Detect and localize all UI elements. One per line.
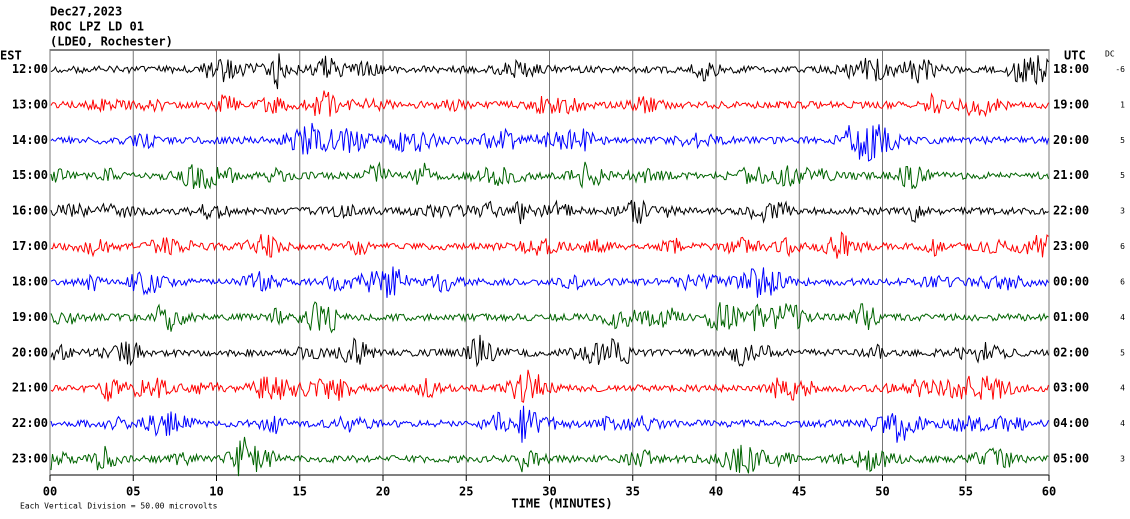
seismic-trace — [50, 301, 1049, 334]
x-tick-label: 50 — [875, 485, 889, 499]
x-tick-label: 30 — [542, 485, 556, 499]
utc-label: 00:00 — [1053, 274, 1089, 288]
utc-label: 04:00 — [1053, 416, 1089, 430]
seismic-trace — [50, 231, 1049, 259]
seismic-trace — [50, 334, 1049, 368]
seismic-trace — [50, 266, 1049, 298]
dc-value: 3 — [1120, 207, 1125, 216]
utc-label: 22:00 — [1053, 204, 1089, 218]
x-axis-label: TIME (MINUTES) — [511, 497, 612, 511]
utc-label: 02:00 — [1053, 345, 1089, 359]
x-tick-label: 10 — [209, 485, 223, 499]
footer: Each Vertical Division = 50.00 microvolt… — [20, 502, 218, 511]
est-label: 18:00 — [12, 274, 48, 288]
utc-label: 01:00 — [1053, 310, 1089, 324]
est-label: 22:00 — [12, 416, 48, 430]
dc-value: 4 — [1120, 419, 1125, 428]
dc-value: 3 — [1120, 455, 1125, 464]
utc-label: 19:00 — [1053, 97, 1089, 111]
x-tick-label: 45 — [792, 485, 806, 499]
utc-label: 21:00 — [1053, 168, 1089, 182]
x-tick-label: 15 — [293, 485, 307, 499]
seismic-trace — [50, 161, 1049, 190]
seismic-trace — [50, 436, 1049, 477]
left-zone: EST — [0, 49, 22, 63]
right-zone: UTC — [1064, 49, 1086, 63]
dc-label: DC — [1105, 50, 1115, 59]
x-tick-label: 55 — [959, 485, 973, 499]
x-tick-label: 05 — [126, 485, 140, 499]
est-label: 14:00 — [12, 133, 48, 147]
est-label: 13:00 — [12, 97, 48, 111]
seismic-trace — [50, 122, 1049, 162]
x-tick-label: 60 — [1042, 485, 1056, 499]
seismic-trace — [50, 90, 1049, 118]
x-tick-label: 40 — [709, 485, 723, 499]
est-label: 17:00 — [12, 239, 48, 253]
est-label: 15:00 — [12, 168, 48, 182]
seismic-trace — [50, 405, 1049, 443]
seismic-trace — [50, 199, 1049, 225]
est-label: 16:00 — [12, 204, 48, 218]
dc-value: 6 — [1120, 277, 1125, 286]
dc-value: 4 — [1120, 384, 1125, 393]
x-tick-label: 20 — [376, 485, 390, 499]
dc-value: 5 — [1120, 171, 1125, 180]
utc-label: 20:00 — [1053, 133, 1089, 147]
dc-value: 6 — [1120, 242, 1125, 251]
dc-value: 5 — [1120, 136, 1125, 145]
dc-value: 1 — [1120, 100, 1125, 109]
est-label: 20:00 — [12, 345, 48, 359]
est-label: 12:00 — [12, 62, 48, 76]
utc-label: 18:00 — [1053, 62, 1089, 76]
x-tick-label: 25 — [459, 485, 473, 499]
utc-label: 23:00 — [1053, 239, 1089, 253]
est-label: 19:00 — [12, 310, 48, 324]
seismic-trace — [50, 53, 1049, 90]
x-tick-label: 35 — [626, 485, 640, 499]
dc-value: 4 — [1120, 313, 1125, 322]
dc-value: -6 — [1115, 65, 1125, 74]
est-label: 21:00 — [12, 381, 48, 395]
est-label: 23:00 — [12, 452, 48, 466]
utc-label: 05:00 — [1053, 452, 1089, 466]
header-line: ROC LPZ LD 01 — [50, 20, 144, 34]
utc-label: 03:00 — [1053, 381, 1089, 395]
header-line: (LDEO, Rochester) — [50, 35, 173, 49]
x-tick-label: 00 — [43, 485, 57, 499]
dc-value: 5 — [1120, 348, 1125, 357]
header-line: Dec27,2023 — [50, 5, 122, 19]
seismic-trace — [50, 369, 1049, 403]
